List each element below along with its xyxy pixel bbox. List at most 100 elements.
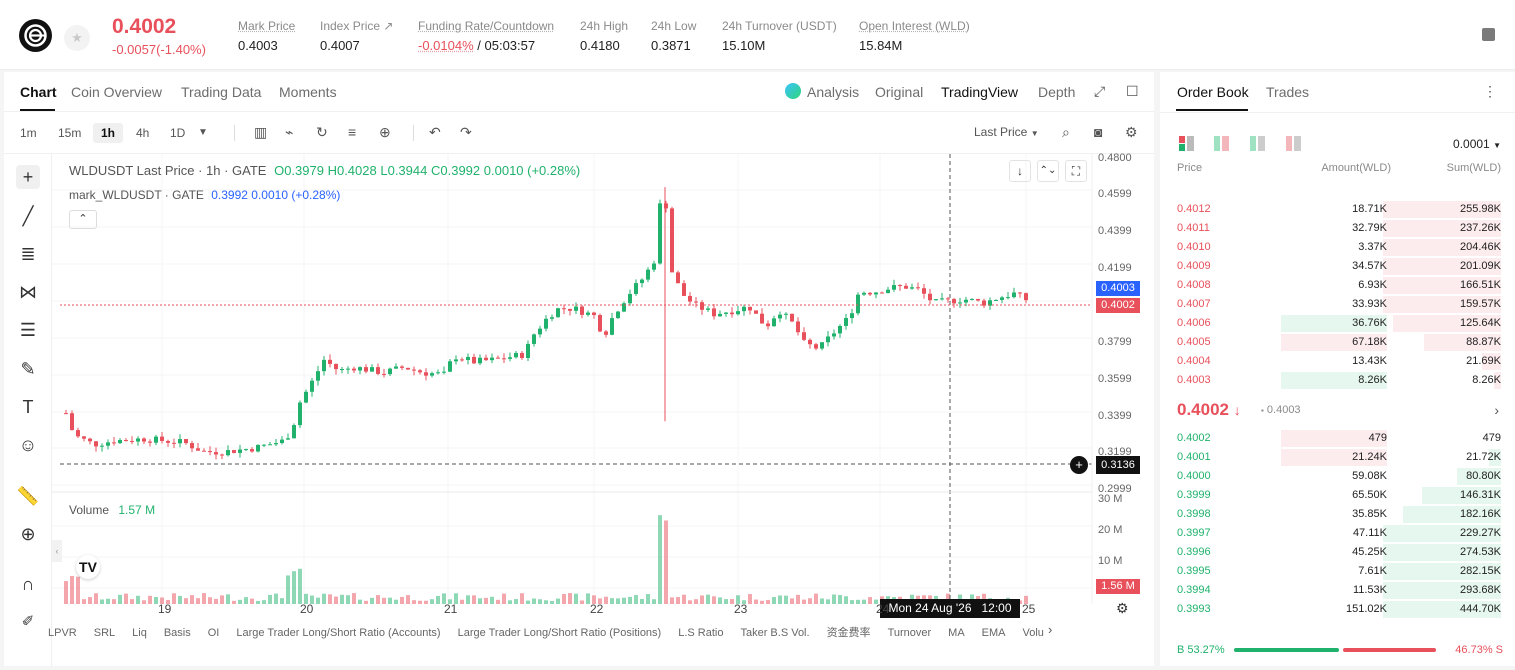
tab-moments[interactable]: Moments	[279, 84, 337, 100]
favorite-star-icon[interactable]: ★	[64, 25, 90, 51]
indicator-shortcut[interactable]: MA	[948, 627, 965, 639]
indicator-shortcut[interactable]: 资金费率	[826, 627, 871, 639]
view-tradingview[interactable]: TradingView	[941, 84, 1019, 100]
timeframe-1m[interactable]: 1m	[20, 126, 37, 140]
expand-panel-icon[interactable]: ‹	[52, 540, 62, 562]
screenshot-icon[interactable]: ◙	[1094, 124, 1103, 140]
fullscreen-icon[interactable]: ⛶	[1065, 160, 1087, 182]
templates-icon[interactable]: ≡	[348, 124, 357, 140]
candle-type-icon[interactable]: ▥	[254, 124, 268, 140]
text-tool-icon[interactable]: T	[22, 397, 34, 417]
settings-gear-icon[interactable]: ⚙	[1125, 124, 1138, 140]
indicator-shortcut[interactable]: OI	[207, 627, 220, 639]
bid-row[interactable]: 0.3999 65.50K 146.31K	[1160, 486, 1515, 505]
price-chart[interactable]	[52, 154, 1154, 666]
indicator-shortcut[interactable]: SRL	[93, 627, 116, 639]
ask-row[interactable]: 0.4004 13.43K 21.69K	[1160, 352, 1515, 371]
indicator-shortcut[interactable]: EMA	[981, 627, 1006, 639]
bid-row[interactable]: 0.3994 11.53K 293.68K	[1160, 581, 1515, 600]
candle	[424, 372, 428, 376]
view-bids-icon[interactable]	[1214, 136, 1230, 151]
indicator-shortcut[interactable]: Basis	[163, 627, 191, 639]
magnet-icon[interactable]: ∩	[21, 574, 35, 594]
view-asks-icon[interactable]	[1250, 136, 1266, 151]
indicator-shortcut[interactable]: Large Trader Long/Short Ratio (Accounts)	[236, 627, 441, 639]
add-indicator-icon[interactable]: ⊕	[379, 124, 391, 140]
view-both-icon[interactable]	[1179, 136, 1195, 151]
eraser-icon[interactable]: ✐	[21, 613, 35, 630]
fib-icon[interactable]: ☰	[19, 320, 37, 340]
chevron-right-icon[interactable]: ›	[1494, 402, 1499, 418]
indicator-shortcut[interactable]: Liq	[132, 627, 147, 639]
indicator-shortcut[interactable]: LPVR	[48, 627, 77, 639]
bid-row[interactable]: 0.3998 35.85K 182.16K	[1160, 505, 1515, 524]
emoji-icon[interactable]: ☺	[18, 435, 38, 455]
brush-icon[interactable]: ✎	[20, 359, 36, 379]
zoom-in-icon[interactable]: ⊕	[20, 524, 36, 544]
ask-row[interactable]: 0.4003 8.26K 8.26K	[1160, 371, 1515, 390]
expand-icon[interactable]: ⤢	[1094, 83, 1106, 99]
replay-icon[interactable]: ↻	[316, 124, 328, 140]
ask-row[interactable]: 0.4006 36.76K 125.64K	[1160, 314, 1515, 333]
ask-row[interactable]: 0.4009 34.57K 201.09K	[1160, 257, 1515, 276]
indicator-shortcut[interactable]: Turnover	[887, 627, 932, 639]
add-alert-icon[interactable]: +	[1070, 456, 1088, 474]
ask-row[interactable]: 0.4008 6.93K 166.51K	[1160, 276, 1515, 295]
view-original[interactable]: Original	[875, 84, 924, 100]
crosshair-icon[interactable]: +	[16, 165, 40, 189]
timeframe-dropdown-icon[interactable]: ▼	[198, 127, 208, 138]
indicator-shortcut[interactable]: Taker B.S Vol.	[740, 627, 810, 639]
indicator-shortcut[interactable]: L.S Ratio	[678, 627, 724, 639]
tab-order-book[interactable]: Order Book	[1177, 84, 1249, 100]
ask-row[interactable]: 0.4005 67.18K 88.87K	[1160, 333, 1515, 352]
tab-chart[interactable]: Chart	[20, 84, 57, 100]
more-options-icon[interactable]: ⋮	[1483, 83, 1497, 99]
search-icon[interactable]: ⌕	[1062, 124, 1070, 140]
precision-select[interactable]: 0.0001 ▼	[1453, 137, 1501, 151]
mid-price[interactable]: 0.4002 ↓	[1177, 400, 1241, 419]
indicator-shortcut[interactable]: Large Trader Long/Short Ratio (Positions…	[457, 627, 662, 639]
price-source-select[interactable]: Last Price ▼	[974, 125, 1039, 139]
pattern-icon[interactable]: ⋈	[19, 282, 37, 302]
timeframe-1h[interactable]: 1h	[93, 123, 124, 143]
timeframe-15m[interactable]: 15m	[58, 126, 82, 140]
volume-bar	[532, 598, 536, 604]
trend-line-icon[interactable]: ╱	[22, 206, 34, 226]
indicators-icon[interactable]: ⌁	[285, 124, 294, 140]
ask-row[interactable]: 0.4010 3.37K 204.46K	[1160, 238, 1515, 257]
bid-row[interactable]: 0.3993 151.02K 444.70K	[1160, 600, 1515, 619]
tab-trading-data[interactable]: Trading Data	[181, 84, 262, 100]
collapse-icon[interactable]: ⌃⌄	[1037, 160, 1059, 182]
view-analysis[interactable]: Analysis	[807, 84, 860, 100]
bid-row[interactable]: 0.3997 47.11K 229.27K	[1160, 524, 1515, 543]
timeframe-1d[interactable]: 1D	[170, 126, 186, 140]
window-icon[interactable]: ☐	[1126, 83, 1139, 99]
ask-row[interactable]: 0.4007 33.93K 159.57K	[1160, 295, 1515, 314]
redo-icon[interactable]: ↷	[460, 124, 472, 140]
tab-trades[interactable]: Trades	[1266, 84, 1310, 100]
bid-row[interactable]: 0.3995 7.61K 282.15K	[1160, 562, 1515, 581]
bid-row[interactable]: 0.3996 45.25K 274.53K	[1160, 543, 1515, 562]
view-sells-icon[interactable]	[1286, 136, 1302, 151]
indicators-more-icon[interactable]: ›	[1048, 622, 1053, 637]
ask-row[interactable]: 0.4011 32.79K 237.26K	[1160, 219, 1515, 238]
parallel-lines-icon[interactable]: ≣	[20, 244, 36, 264]
candle	[376, 367, 380, 374]
volume-bar	[64, 581, 68, 604]
scroll-down-icon[interactable]: ↓	[1009, 160, 1031, 182]
view-depth[interactable]: Depth	[1038, 84, 1076, 100]
ruler-icon[interactable]: 📏	[16, 486, 40, 506]
tab-coin-overview[interactable]: Coin Overview	[71, 84, 163, 100]
chart-settings-icon[interactable]: ⚙	[1116, 600, 1129, 616]
timeframe-4h[interactable]: 4h	[136, 126, 150, 140]
undo-icon[interactable]: ↶	[429, 124, 441, 140]
ask-row[interactable]: 0.4012 18.71K 255.98K	[1160, 200, 1515, 219]
bid-row[interactable]: 0.4000 59.08K 80.80K	[1160, 467, 1515, 486]
indicator-shortcut[interactable]: Volu	[1022, 627, 1044, 639]
bid-row[interactable]: 0.4001 21.24K 21.72K	[1160, 448, 1515, 467]
bid-row[interactable]: 0.4002 479 479	[1160, 429, 1515, 448]
candle	[598, 315, 602, 332]
collapse-legend-icon[interactable]: ⌃	[69, 210, 97, 229]
guide-book-icon[interactable]	[1482, 28, 1495, 41]
stat-index-price[interactable]: Index Price ↗ 0.4007	[320, 19, 394, 53]
